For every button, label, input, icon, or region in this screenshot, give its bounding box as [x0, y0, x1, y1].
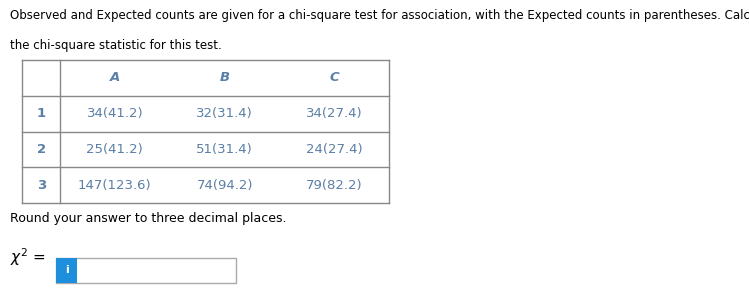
Text: 34(41.2): 34(41.2) [87, 107, 143, 120]
Text: 74(94.2): 74(94.2) [196, 179, 253, 192]
Text: B: B [219, 71, 230, 84]
Text: 3: 3 [37, 179, 46, 192]
Text: A: A [109, 71, 120, 84]
Bar [56, 258, 77, 283]
Text: Round your answer to three decimal places.: Round your answer to three decimal place… [10, 212, 286, 225]
Text: 24(27.4): 24(27.4) [306, 143, 363, 156]
Text: C: C [330, 71, 339, 84]
Text: 147(123.6): 147(123.6) [78, 179, 151, 192]
Text: 51(31.4): 51(31.4) [196, 143, 253, 156]
Text: Observed and Expected counts are given for a chi-square test for association, wi: Observed and Expected counts are given f… [10, 9, 749, 22]
Text: 1: 1 [37, 107, 46, 120]
Text: 34(27.4): 34(27.4) [306, 107, 363, 120]
Text: 2: 2 [37, 143, 46, 156]
Text: 79(82.2): 79(82.2) [306, 179, 363, 192]
Text: $\chi^2$ =: $\chi^2$ = [10, 246, 46, 268]
Text: i: i [64, 265, 69, 275]
Text: 25(41.2): 25(41.2) [86, 143, 143, 156]
Bar [56, 258, 236, 283]
Text: the chi-square statistic for this test.: the chi-square statistic for this test. [10, 39, 222, 52]
Text: 32(31.4): 32(31.4) [196, 107, 253, 120]
